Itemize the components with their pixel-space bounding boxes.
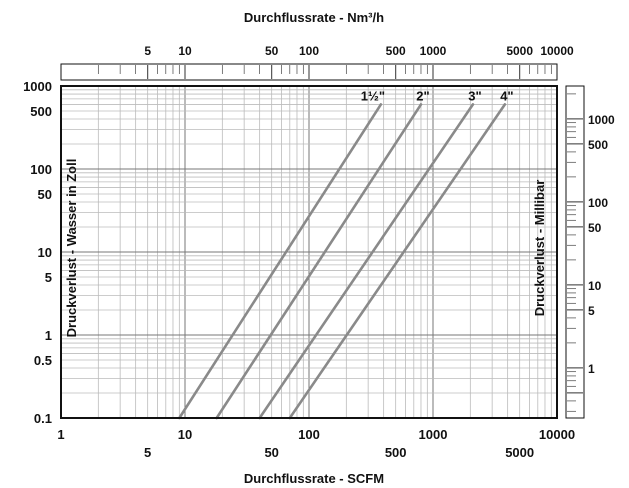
bottom-tick-labels: 1 5 10 50 100 500 1000 5000 10000 — [57, 427, 575, 460]
y-tick-label: 0.5 — [34, 353, 52, 368]
series-line-1 — [178, 103, 383, 420]
right-tick-label: 1000 — [588, 113, 615, 127]
series-label-3: 3" — [468, 88, 481, 103]
right-tick-label: 5 — [588, 304, 595, 318]
top-tick-label: 5 — [144, 44, 151, 58]
right-tick-label: 100 — [588, 196, 608, 210]
y-tick-label: 1000 — [23, 79, 52, 94]
y-tick-label: 5 — [45, 270, 52, 285]
x-tick-label: 500 — [385, 445, 407, 460]
top-tick-label: 500 — [386, 44, 406, 58]
top-scale-bar: 5 10 50 100 500 1000 5000 10000 — [60, 44, 574, 81]
x-tick-label: 10000 — [539, 427, 575, 442]
top-tick-label: 100 — [299, 44, 319, 58]
right-tick-label: 10 — [588, 279, 602, 293]
plot-frame — [60, 85, 558, 419]
top-tick-label: 5000 — [506, 44, 533, 58]
x-tick-label: 1 — [57, 427, 64, 442]
series-label-2: 2" — [416, 88, 429, 103]
top-tick-label: 50 — [265, 44, 279, 58]
top-tick-label: 10 — [178, 44, 192, 58]
series-line-3 — [258, 103, 475, 420]
x-axis-title: Durchflussrate - SCFM — [244, 471, 384, 486]
x-tick-label: 5 — [144, 445, 151, 460]
grid-layer — [61, 86, 557, 418]
x-tick-label: 1000 — [419, 427, 448, 442]
top-axis-title: Durchflussrate - Nm³/h — [244, 10, 384, 25]
right-scale-bar: 1 5 10 50 100 500 1000 — [565, 85, 615, 419]
x-tick-label: 5000 — [505, 445, 534, 460]
series-label-4: 4" — [500, 88, 513, 103]
right-tick-label: 50 — [588, 221, 602, 235]
x-tick-label: 100 — [298, 427, 320, 442]
x-tick-label: 50 — [264, 445, 278, 460]
y-tick-label: 0.1 — [34, 411, 52, 426]
series-layer: 1½" 2" 3" 4" — [178, 88, 514, 420]
right-scale-frame — [565, 85, 585, 419]
series-label-1: 1½" — [361, 88, 385, 103]
right-axis-title: Druckverlust - Millibar — [532, 180, 547, 317]
left-tick-labels: 0.1 0.5 1 5 10 50 100 500 1000 — [23, 79, 52, 426]
right-tick-label: 500 — [588, 138, 608, 152]
top-tick-label: 10000 — [540, 44, 574, 58]
right-tick-label: 1 — [588, 362, 595, 376]
y-tick-label: 1 — [45, 328, 52, 343]
x-tick-label: 10 — [178, 427, 192, 442]
y-tick-label: 10 — [38, 245, 52, 260]
y-tick-label: 100 — [30, 162, 52, 177]
y-axis-title: Druckverlust - Wasser in Zoll — [64, 159, 79, 338]
y-tick-label: 500 — [30, 104, 52, 119]
y-tick-label: 50 — [38, 187, 52, 202]
series-line-2 — [215, 103, 423, 420]
top-tick-label: 1000 — [420, 44, 447, 58]
series-line-4 — [288, 103, 507, 420]
